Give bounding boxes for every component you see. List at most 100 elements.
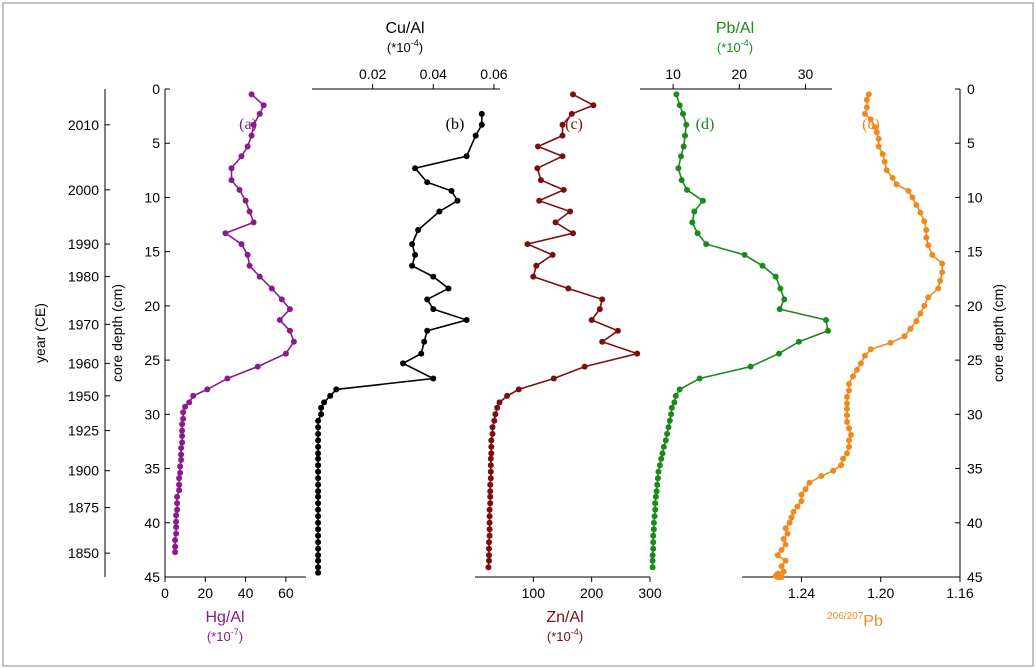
cu-data-point (421, 338, 428, 345)
cu-data-point (315, 488, 322, 495)
pb-data-point (668, 411, 675, 418)
pbiso-data-point (923, 234, 930, 241)
pbiso-data-point (830, 467, 837, 474)
zn-data-point (487, 493, 494, 500)
pbiso-data-point (909, 194, 916, 201)
pbiso-tick-label: 1.24 (788, 585, 815, 601)
pbiso-axis-title: 206/207Pb (827, 611, 883, 630)
hg-data-point (244, 251, 251, 258)
pb-data-point (653, 488, 660, 495)
pbiso-data-point (921, 302, 928, 309)
hg-ticks: 0 20 40 60 (161, 577, 294, 601)
pb-data-point (665, 424, 672, 431)
pbiso-data-point (913, 318, 920, 325)
pbiso-data-point (838, 462, 845, 469)
pb-data-point (781, 296, 788, 303)
pbiso-data-point (863, 104, 870, 111)
pbiso-data-point (774, 574, 781, 580)
cu-axis: 0.02 0.04 0.06 Cu/Al (*10-4) (312, 20, 508, 90)
pb-data-point (699, 197, 706, 204)
year-ticks: 2010 2000 1990 1980 1970 1960 1950 1925 1900 1875… (68, 117, 110, 561)
cu-data-point (321, 399, 328, 406)
pb-data-point (676, 386, 683, 393)
pbiso-data-point (875, 143, 882, 150)
pbiso-data-point (861, 110, 868, 117)
zn-tick-label: 300 (638, 585, 662, 601)
hg-data-point (176, 481, 183, 488)
zn-data-point (486, 519, 493, 526)
hg-data-point (174, 500, 181, 507)
zn-data-point (486, 557, 492, 564)
pbiso-data-point (865, 91, 872, 98)
pbiso-ticks: 1.24 1.20 1.16 (788, 577, 974, 601)
cu-data-point (318, 411, 325, 418)
zn-data-point (488, 443, 495, 450)
hg-data-point (236, 186, 243, 193)
zn-data-point (581, 363, 588, 370)
depth-right-tick-label: 0 (967, 81, 975, 97)
cu-data-point (315, 450, 322, 457)
zn-axis: 100 200 300 Zn/Al (*10-4) (475, 576, 662, 644)
cu-data-point (409, 262, 416, 269)
cu-data-point (315, 462, 322, 469)
zn-data-point (492, 411, 499, 418)
zn-data-point (590, 102, 597, 109)
zn-data-point (494, 404, 501, 411)
pb-data-point (662, 437, 669, 444)
pbiso-data-point (786, 519, 793, 526)
hg-data-point (276, 317, 283, 323)
cu-data-point (315, 552, 322, 559)
pb-data-point (747, 363, 754, 370)
hg-data-point (176, 475, 183, 482)
pb-data-point (680, 110, 686, 117)
pb-ticks: 10 20 30 (665, 66, 814, 89)
hg-data-point (178, 451, 185, 458)
hg-data-point (173, 518, 180, 525)
pb-data-point (776, 306, 783, 313)
depth-right-tick-label: 20 (967, 298, 983, 314)
pb-data-point (654, 481, 661, 488)
pbiso-data-point (844, 400, 850, 407)
cu-data-point (448, 187, 455, 194)
cu-data-point (418, 350, 425, 357)
hg-data-point (173, 524, 180, 531)
cu-data-point (424, 327, 431, 334)
zn-data-point (534, 165, 541, 172)
pbiso-data-point (846, 425, 852, 432)
hg-data-point (268, 285, 275, 292)
pb-data-point (671, 399, 678, 406)
pb-data-point (650, 526, 657, 533)
panel-label-c: (c) (565, 116, 583, 133)
depth-axis-left: 0 5 10 15 20 25 30 35 40 45 core depth (cm) (109, 81, 170, 585)
zn-data-point (552, 219, 559, 226)
hg-data-point (278, 296, 285, 303)
series-pb-al (649, 91, 831, 571)
pbiso-data-point (794, 503, 801, 510)
pbiso-data-point (818, 473, 825, 480)
depth-right-tick-label: 5 (967, 135, 975, 151)
panel-label-b: (b) (446, 116, 465, 133)
cu-data-point (430, 375, 437, 382)
cu-ticks: 0.02 0.04 0.06 (359, 66, 508, 89)
cu-tick-label: 0.06 (480, 66, 507, 82)
cu-data-point (463, 317, 470, 323)
zn-data-point (535, 143, 541, 150)
pb-data-point (649, 564, 656, 571)
cu-data-point (478, 110, 485, 117)
cu-data-point (315, 481, 322, 488)
hg-axis-title: Hg/Al (205, 609, 244, 626)
zn-data-point (537, 177, 544, 184)
depth-right-tick-label: 40 (967, 515, 983, 531)
depth-left-tick-label: 20 (144, 298, 160, 314)
pb-data-point (672, 392, 679, 399)
hg-data-point (179, 439, 186, 446)
pb-data-point (680, 143, 687, 150)
cu-data-point (454, 197, 461, 204)
series-hg-al (172, 91, 297, 556)
zn-axis-unit: (*10-4) (547, 627, 583, 644)
zn-data-point (486, 532, 493, 539)
year-tick-label: 1970 (68, 316, 99, 332)
pbiso-data-point (790, 508, 797, 515)
cu-data-point (315, 430, 322, 437)
